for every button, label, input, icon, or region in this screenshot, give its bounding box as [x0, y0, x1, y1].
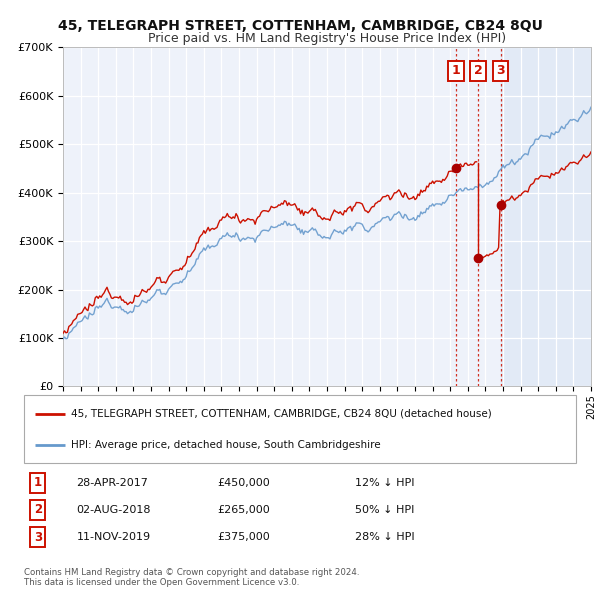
Text: 1: 1 — [34, 476, 42, 489]
Text: 12% ↓ HPI: 12% ↓ HPI — [355, 477, 415, 487]
Text: 3: 3 — [496, 64, 505, 77]
Text: Contains HM Land Registry data © Crown copyright and database right 2024.
This d: Contains HM Land Registry data © Crown c… — [24, 568, 359, 587]
Text: 2: 2 — [473, 64, 482, 77]
Text: 02-AUG-2018: 02-AUG-2018 — [76, 505, 151, 515]
Text: HPI: Average price, detached house, South Cambridgeshire: HPI: Average price, detached house, Sout… — [71, 440, 380, 450]
Text: 28-APR-2017: 28-APR-2017 — [76, 477, 148, 487]
Text: £375,000: £375,000 — [217, 532, 270, 542]
Text: 45, TELEGRAPH STREET, COTTENHAM, CAMBRIDGE, CB24 8QU: 45, TELEGRAPH STREET, COTTENHAM, CAMBRID… — [58, 19, 542, 33]
Text: 50% ↓ HPI: 50% ↓ HPI — [355, 505, 415, 515]
Text: £265,000: £265,000 — [217, 505, 270, 515]
Text: 1: 1 — [451, 64, 460, 77]
Text: 28% ↓ HPI: 28% ↓ HPI — [355, 532, 415, 542]
Text: 2: 2 — [34, 503, 42, 516]
Text: 11-NOV-2019: 11-NOV-2019 — [76, 532, 151, 542]
Bar — [500, 47, 591, 386]
FancyBboxPatch shape — [24, 395, 576, 463]
Text: £450,000: £450,000 — [217, 477, 270, 487]
Text: 45, TELEGRAPH STREET, COTTENHAM, CAMBRIDGE, CB24 8QU (detached house): 45, TELEGRAPH STREET, COTTENHAM, CAMBRID… — [71, 409, 491, 419]
Title: Price paid vs. HM Land Registry's House Price Index (HPI): Price paid vs. HM Land Registry's House … — [148, 32, 506, 45]
Text: 3: 3 — [34, 531, 42, 544]
